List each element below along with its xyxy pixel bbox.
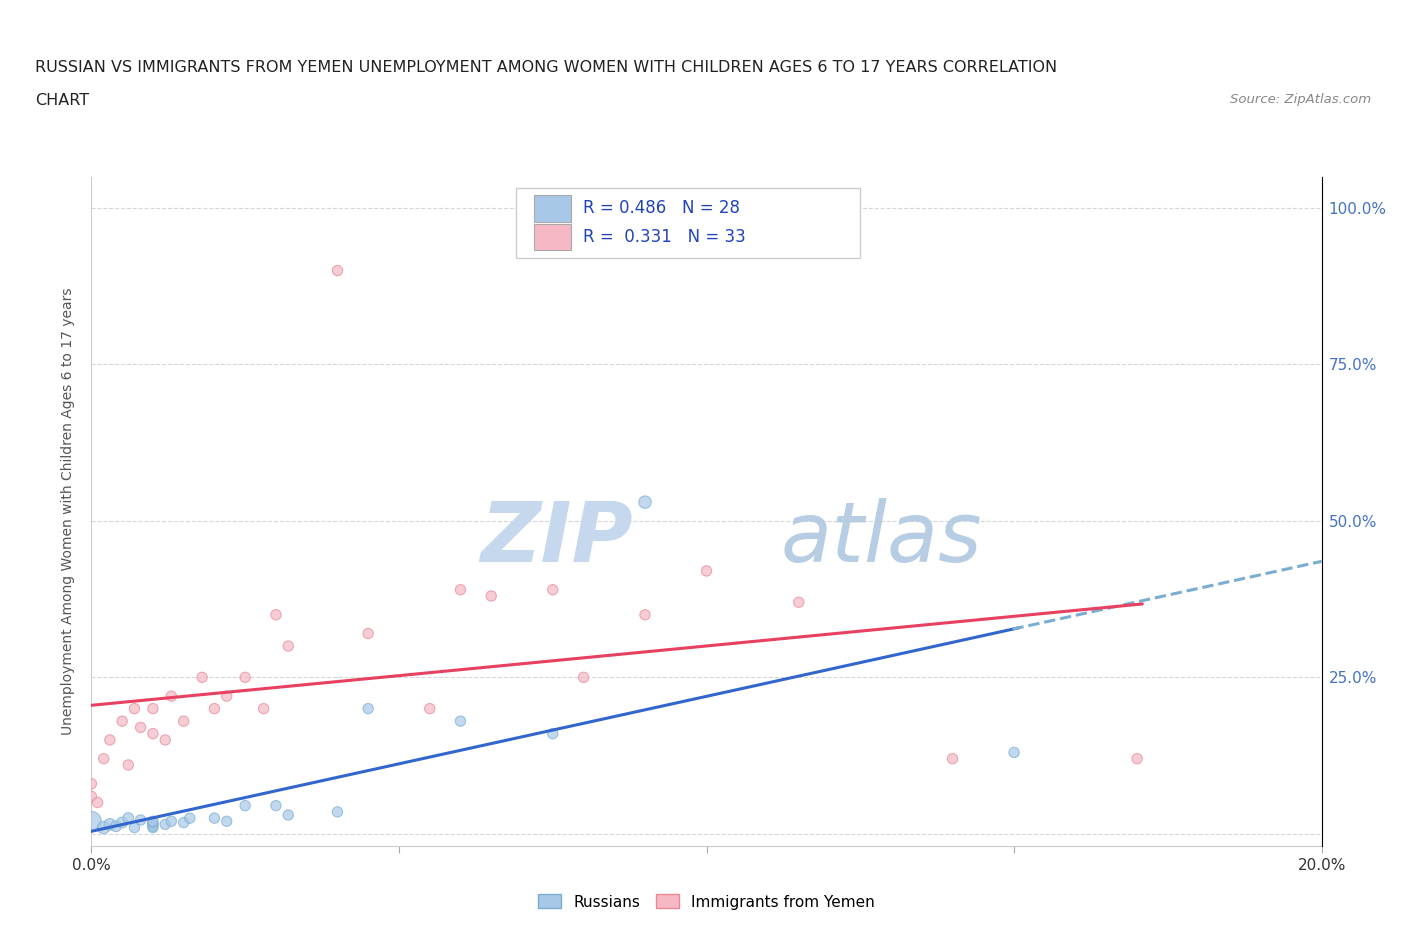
Point <box>202 811 225 826</box>
Point <box>634 607 657 622</box>
Point <box>124 701 146 716</box>
Y-axis label: Unemployment Among Women with Children Ages 6 to 17 years: Unemployment Among Women with Children A… <box>62 287 76 736</box>
Point <box>787 595 810 610</box>
Point <box>634 495 657 510</box>
Point <box>117 811 139 826</box>
Point <box>142 726 165 741</box>
Text: R = 0.486   N = 28: R = 0.486 N = 28 <box>583 199 741 218</box>
Point <box>1126 751 1149 766</box>
Point <box>142 818 165 833</box>
Point <box>277 639 299 654</box>
Point <box>696 564 718 578</box>
Point <box>233 798 256 813</box>
Point <box>253 701 276 716</box>
Point <box>80 777 103 791</box>
Point <box>124 820 146 835</box>
Point <box>153 817 177 831</box>
Point <box>449 582 471 597</box>
Point <box>111 815 134 830</box>
Text: Source: ZipAtlas.com: Source: ZipAtlas.com <box>1230 93 1371 106</box>
Point <box>215 814 238 829</box>
Point <box>93 751 115 766</box>
Point <box>117 758 139 773</box>
Point <box>264 798 287 813</box>
Point <box>80 814 103 829</box>
Point <box>541 582 564 597</box>
Point <box>277 807 299 822</box>
Point <box>572 670 595 684</box>
Point <box>264 607 287 622</box>
Point <box>173 815 195 830</box>
Point <box>1002 745 1025 760</box>
Point <box>80 789 103 804</box>
Point <box>179 811 201 826</box>
Point <box>326 804 349 819</box>
Point <box>233 670 256 684</box>
Text: atlas: atlas <box>780 498 981 578</box>
Point <box>173 713 195 728</box>
Point <box>160 814 183 829</box>
Point <box>449 713 471 728</box>
Point <box>541 726 564 741</box>
Point <box>215 689 238 704</box>
Legend: Russians, Immigrants from Yemen: Russians, Immigrants from Yemen <box>533 888 880 916</box>
Point <box>142 820 165 835</box>
Point <box>202 701 225 716</box>
Point <box>191 670 214 684</box>
Point <box>160 689 183 704</box>
Point <box>129 720 152 735</box>
Point <box>142 701 165 716</box>
Point <box>942 751 965 766</box>
Point <box>86 795 108 810</box>
Point <box>357 626 380 641</box>
Text: CHART: CHART <box>35 93 89 108</box>
Point <box>326 263 349 278</box>
Point <box>93 820 115 835</box>
Point <box>357 701 380 716</box>
Point <box>129 813 152 828</box>
Point <box>153 733 177 748</box>
Point <box>111 713 134 728</box>
FancyBboxPatch shape <box>516 188 860 259</box>
Point <box>105 818 127 833</box>
Text: RUSSIAN VS IMMIGRANTS FROM YEMEN UNEMPLOYMENT AMONG WOMEN WITH CHILDREN AGES 6 T: RUSSIAN VS IMMIGRANTS FROM YEMEN UNEMPLO… <box>35 60 1057 75</box>
Point <box>142 814 165 829</box>
Text: R =  0.331   N = 33: R = 0.331 N = 33 <box>583 228 747 246</box>
Point <box>142 815 165 830</box>
Point <box>479 589 502 604</box>
Point <box>98 817 121 831</box>
Point <box>142 817 165 831</box>
Point <box>98 733 121 748</box>
Bar <box>534 194 571 221</box>
Bar <box>534 223 571 250</box>
Text: ZIP: ZIP <box>479 498 633 578</box>
Point <box>419 701 441 716</box>
